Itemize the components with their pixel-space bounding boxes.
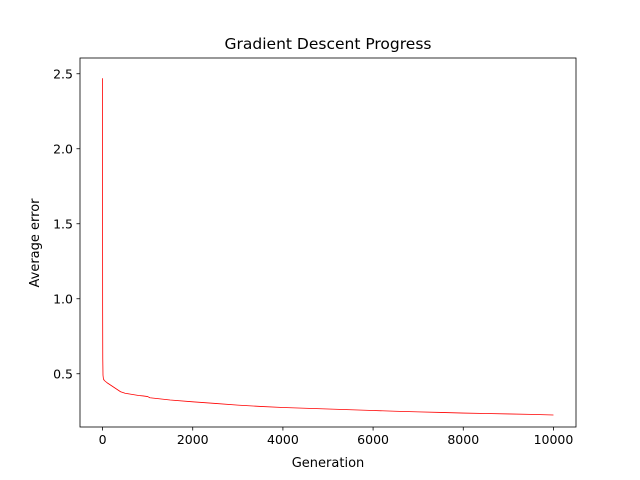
y-tick-label: 1.0 <box>53 291 73 306</box>
x-tick-label: 0 <box>99 432 107 447</box>
y-axis-label: Average error <box>28 198 43 288</box>
y-tick-label: 0.5 <box>53 366 73 381</box>
y-tick-label: 2.0 <box>53 141 73 156</box>
y-tick-label: 2.5 <box>53 66 73 81</box>
x-tick-label: 4000 <box>267 432 299 447</box>
x-tick-label: 6000 <box>357 432 389 447</box>
plot-area <box>79 57 577 428</box>
x-axis-label: Generation <box>292 456 365 471</box>
chart-title: Gradient Descent Progress <box>225 35 432 53</box>
x-tick-label: 8000 <box>447 432 479 447</box>
x-axis-ticks: 0 2000 4000 6000 8000 10000 <box>99 427 574 447</box>
y-axis-ticks: 0.5 1.0 1.5 2.0 2.5 <box>53 66 80 381</box>
x-tick-label: 2000 <box>177 432 209 447</box>
x-tick-label: 10000 <box>534 432 574 447</box>
axes-frame <box>79 57 577 428</box>
y-tick-label: 1.5 <box>53 216 73 231</box>
series-line-1 <box>102 78 554 416</box>
